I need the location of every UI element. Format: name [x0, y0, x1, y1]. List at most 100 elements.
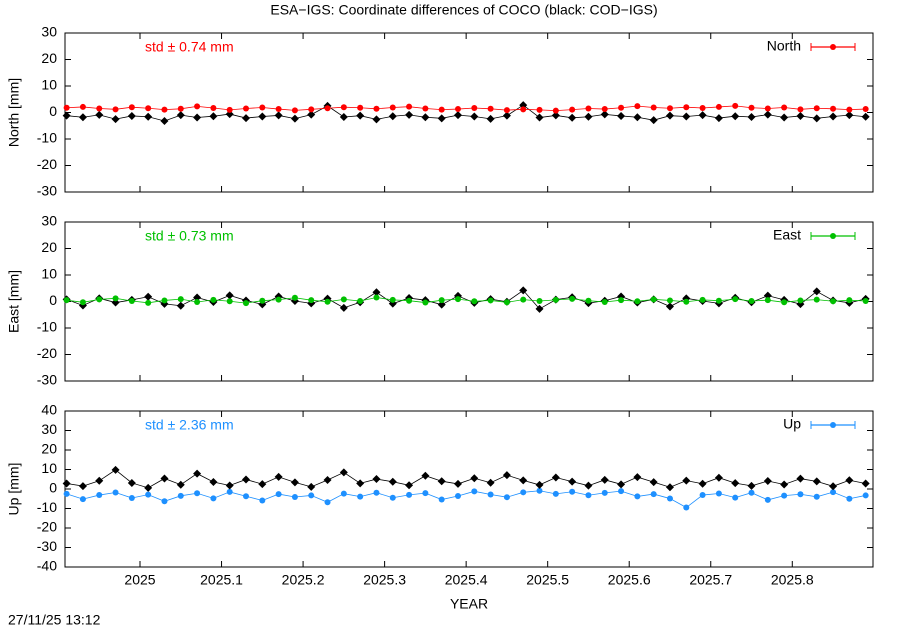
data-point	[487, 491, 494, 498]
data-point	[406, 103, 413, 110]
data-point	[748, 297, 755, 304]
data-point	[437, 114, 446, 123]
data-point	[503, 494, 510, 501]
data-point	[388, 477, 397, 486]
data-point	[356, 111, 365, 120]
data-point	[96, 296, 103, 303]
x-tick-label: 2025.2	[282, 572, 325, 588]
data-point	[160, 474, 169, 483]
data-point	[194, 299, 201, 306]
data-point	[357, 297, 364, 304]
data-point	[144, 292, 153, 301]
data-point	[519, 101, 528, 110]
data-point	[715, 297, 722, 304]
y-tick-label: -10	[37, 499, 57, 515]
legend-marker	[830, 44, 836, 50]
data-point	[585, 492, 592, 499]
data-point	[63, 104, 70, 111]
data-point	[568, 113, 577, 122]
data-point	[226, 488, 233, 495]
data-point	[258, 112, 267, 121]
data-point	[780, 113, 789, 122]
data-point	[845, 111, 854, 120]
data-point	[520, 106, 527, 113]
data-point	[372, 288, 381, 297]
data-point	[258, 480, 267, 489]
data-point	[112, 295, 119, 302]
data-point	[618, 488, 625, 495]
y-tick-label: -30	[37, 538, 57, 554]
data-point	[193, 469, 202, 478]
data-point	[600, 475, 609, 484]
data-point	[389, 296, 396, 303]
y-tick-label: 0	[49, 103, 57, 119]
data-point	[339, 303, 348, 312]
data-point	[78, 482, 87, 491]
data-point	[323, 476, 332, 485]
chart-title: ESA−IGS: Coordinate differences of COCO …	[270, 2, 657, 18]
data-point	[291, 493, 298, 500]
x-tick-label: 2025.4	[445, 572, 488, 588]
data-point	[145, 491, 152, 498]
data-point	[503, 299, 510, 306]
data-point	[812, 287, 821, 296]
data-point	[812, 114, 821, 123]
data-point	[210, 296, 217, 303]
data-point	[193, 293, 202, 302]
y-tick-label: -30	[37, 372, 57, 388]
data-point	[698, 479, 707, 488]
data-point	[633, 473, 642, 482]
data-point	[781, 492, 788, 499]
data-point	[243, 105, 250, 112]
data-point	[502, 111, 511, 120]
data-point	[748, 104, 755, 111]
data-point	[79, 496, 86, 503]
data-point	[160, 116, 169, 125]
x-tick-label: 2025.5	[526, 572, 569, 588]
data-point	[144, 112, 153, 121]
data-point	[698, 111, 707, 120]
data-point	[259, 104, 266, 111]
data-point	[683, 504, 690, 511]
data-point	[845, 476, 854, 485]
data-point	[161, 498, 168, 505]
data-point	[176, 111, 185, 120]
data-point	[389, 494, 396, 501]
data-point	[373, 489, 380, 496]
data-point	[536, 106, 543, 113]
data-point	[79, 103, 86, 110]
data-point	[389, 104, 396, 111]
data-point	[470, 474, 479, 483]
data-point	[177, 105, 184, 112]
data-point	[290, 114, 299, 123]
legend-marker	[830, 422, 836, 428]
series-line	[66, 289, 866, 310]
data-point	[453, 479, 462, 488]
plot-frame	[64, 32, 874, 193]
data-point	[275, 491, 282, 498]
data-point	[665, 483, 674, 492]
y-tick-label: 40	[41, 402, 57, 418]
data-point	[665, 111, 674, 120]
y-tick-label: -20	[37, 519, 57, 535]
data-point	[781, 104, 788, 111]
data-point	[830, 105, 837, 112]
data-point	[633, 113, 642, 122]
data-point	[520, 489, 527, 496]
data-point	[161, 297, 168, 304]
data-point	[308, 492, 315, 499]
data-point	[568, 477, 577, 486]
data-point	[699, 104, 706, 111]
data-point	[145, 105, 152, 112]
x-tick-label: 2025.1	[200, 572, 243, 588]
data-point	[62, 479, 71, 488]
data-point	[715, 490, 722, 497]
data-point	[666, 495, 673, 502]
data-point	[585, 105, 592, 112]
data-point	[812, 477, 821, 486]
data-point	[308, 106, 315, 113]
data-point	[372, 115, 381, 124]
data-point	[111, 465, 120, 474]
data-point	[763, 110, 772, 119]
